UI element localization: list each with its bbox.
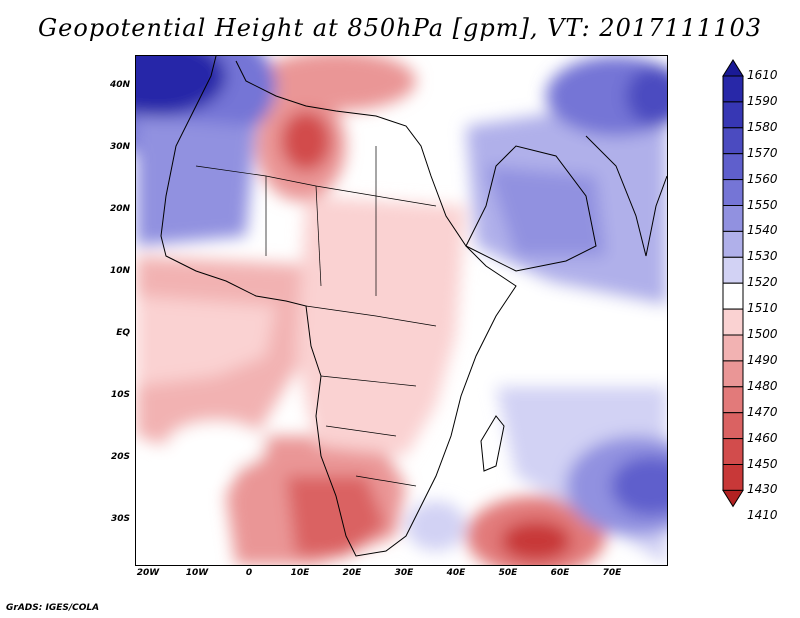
legend-box-1530 [722,230,744,258]
legend-label-1500: 1500 [747,327,778,341]
legend-label-1550: 1550 [747,197,778,212]
legend-label-1590: 1590 [747,93,778,108]
legend-label-1520: 1520 [747,275,778,290]
legend-box-1540 [722,205,744,232]
lon-label-10e: 10E [290,568,310,578]
map-plot-area [135,55,668,566]
legend-label-1450: 1450 [747,456,778,471]
lon-label-50e: 50E [498,568,518,578]
lat-label-20n: 20N [109,204,130,214]
lon-label-60e: 60E [550,568,570,578]
legend-box-1560 [722,153,744,181]
legend-box-1570 [722,127,744,155]
legend-label-1490: 1490 [747,352,778,367]
lon-label-0: 0 [245,568,253,578]
legend-label-1480: 1480 [747,378,778,393]
country-borders [195,146,437,487]
height-shading [136,56,667,565]
legend-box-1550 [722,179,744,206]
lat-label-30n: 30N [109,142,130,152]
legend-label-1560: 1560 [747,171,778,186]
legend-label-1510: 1510 [747,301,778,316]
legend-label-1460: 1460 [747,430,778,445]
legend-box-1510 [722,282,744,310]
lon-label-20w: 20W [136,568,160,578]
legend-colorbar [722,59,744,508]
legend-bottom-arrow [722,489,744,508]
lon-label-10w: 10W [185,568,209,578]
coastlines [160,56,667,557]
legend-label-1470: 1470 [747,404,778,419]
legend-label-1540: 1540 [747,223,778,238]
legend-label-1570: 1570 [747,145,778,160]
legend-label-1580: 1580 [747,119,778,134]
lat-label-20s: 20S [110,452,130,462]
grads-credit: GrADS: IGES/COLA [6,603,100,613]
lon-label-30e: 30E [394,568,414,578]
lon-label-70e: 70E [602,568,622,578]
legend-top-arrow [722,59,744,77]
legend-label-1430: 1430 [747,482,778,497]
geopotential-field [136,56,667,565]
legend-box-1520 [722,256,744,284]
legend-box-1430 [722,464,744,491]
lat-label-eq: EQ [116,328,130,338]
legend-box-1590 [722,75,744,103]
legend-label-1410: 1410 [747,508,778,523]
legend-box-1480 [722,360,744,388]
lat-label-40n: 40N [109,80,130,90]
lat-label-10s: 10S [110,390,130,400]
legend-box-1470 [722,386,744,414]
lat-label-10n: 10N [109,266,130,276]
legend-box-1500 [722,308,744,336]
legend-label-1610: 1610 [747,68,778,82]
lon-label-40e: 40E [446,568,466,578]
map-title: Geopotential Height at 850hPa [gpm], VT:… [38,14,762,42]
lat-label-30s: 30S [110,514,130,524]
legend-box-1580 [722,101,744,129]
legend-box-1490 [722,334,744,362]
legend-box-1460 [722,412,744,440]
lon-label-20e: 20E [342,568,362,578]
legend-box-1450 [722,438,744,466]
legend-label-1530: 1530 [747,249,778,264]
legend-boxes [722,75,744,491]
